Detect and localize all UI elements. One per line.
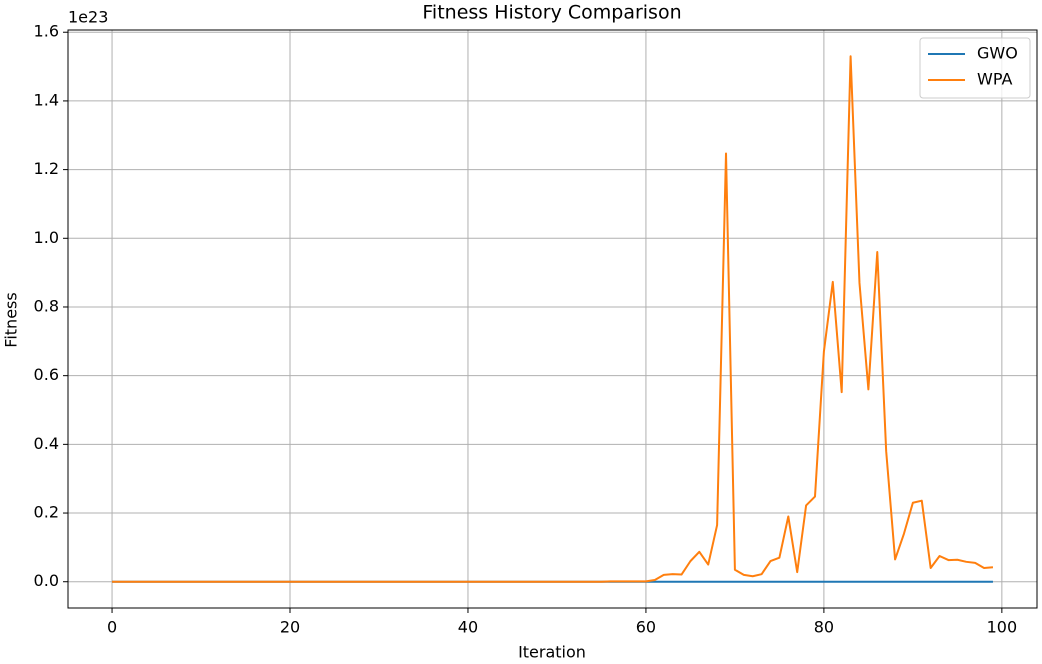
y-tick-label: 1.2 bbox=[34, 159, 59, 178]
x-tick-label: 60 bbox=[636, 618, 656, 637]
y-tick-label: 1.4 bbox=[34, 90, 59, 109]
plot-frame bbox=[67, 29, 1038, 609]
legend: GWO WPA bbox=[919, 37, 1031, 99]
x-tick-label: 100 bbox=[987, 618, 1018, 637]
y-tick-label: 0.2 bbox=[34, 503, 59, 522]
x-axis-label: Iteration bbox=[518, 643, 586, 662]
x-tick-label: 40 bbox=[458, 618, 478, 637]
x-tick-label: 20 bbox=[280, 618, 300, 637]
y-tick-label: 0.6 bbox=[34, 365, 59, 384]
y-tick-label: 1.0 bbox=[34, 228, 59, 247]
y-tick-label: 0.0 bbox=[34, 571, 59, 590]
y-axis-label: Fitness bbox=[2, 292, 21, 347]
x-tick-label: 80 bbox=[814, 618, 834, 637]
y-offset-label: 1e23 bbox=[68, 8, 108, 27]
legend-label: GWO bbox=[977, 44, 1018, 63]
series-line bbox=[112, 55, 994, 583]
y-tick-label: 0.4 bbox=[34, 434, 59, 453]
y-tick-label: 1.6 bbox=[34, 22, 59, 41]
chart-title: Fitness History Comparison bbox=[422, 2, 681, 24]
x-tick-label: 0 bbox=[107, 618, 117, 637]
legend-label: WPA bbox=[977, 70, 1012, 89]
y-tick-label: 0.8 bbox=[34, 296, 59, 315]
